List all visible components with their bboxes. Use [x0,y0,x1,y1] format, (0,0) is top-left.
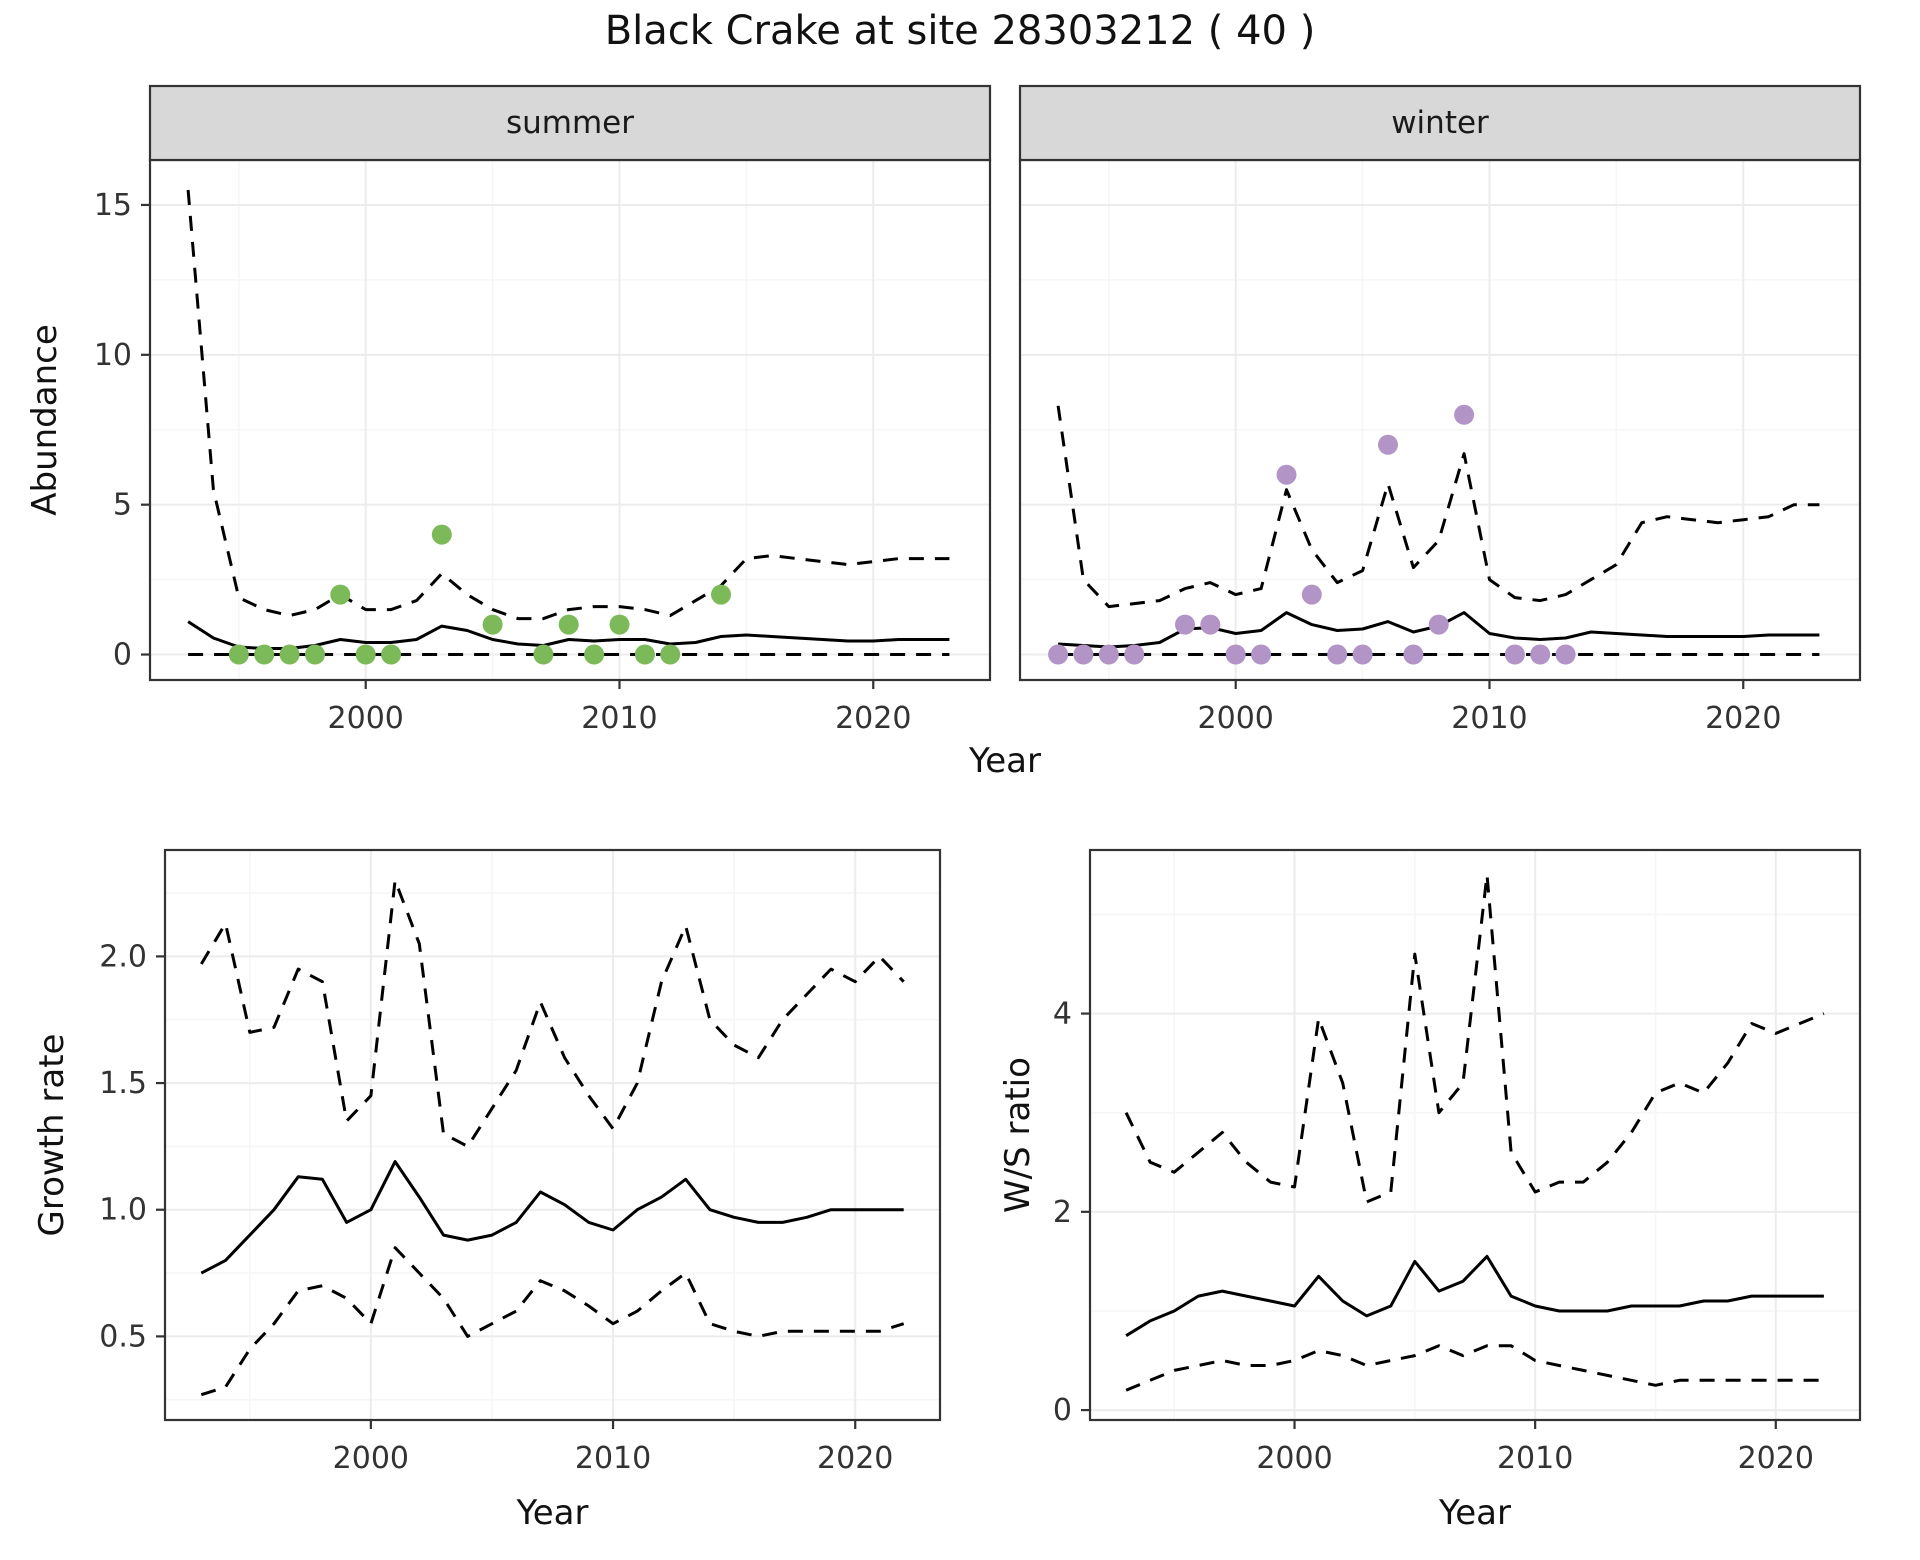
svg-text:2000: 2000 [328,701,404,736]
y-axis-label-growth-rate: Growth rate [32,1033,72,1237]
abundance-chart-svg: 2000 2010 2020 0 5 10 15 2000 2010 2020 [94,84,1862,736]
svg-text:1.5: 1.5 [99,1066,147,1101]
svg-text:5: 5 [113,488,132,523]
svg-text:2: 2 [1053,1195,1072,1230]
svg-text:10: 10 [94,338,132,373]
trend-charts-svg: 2000 2010 2020 0.5 1.0 1.5 2.0 2000 2010 2020 0 2 4 [99,848,1862,1476]
svg-text:0.5: 0.5 [99,1319,147,1354]
x-axis-label-year-ws: Year [1439,1493,1511,1533]
svg-text:2010: 2010 [581,701,657,736]
svg-text:1.0: 1.0 [99,1193,147,1228]
svg-text:2010: 2010 [1451,701,1527,736]
svg-text:2000: 2000 [333,1441,409,1476]
x-axis-label-year-growth: Year [516,1493,589,1533]
facet-strip-summer: summer [505,105,634,141]
x-axis-label-year-top: Year [969,741,1041,781]
svg-text:2.0: 2.0 [99,939,147,974]
svg-text:2020: 2020 [1705,701,1781,736]
page-title: Black Crake at site 28303212 ( 40 ) [604,8,1316,54]
svg-text:2020: 2020 [1738,1441,1814,1476]
svg-text:4: 4 [1053,997,1072,1032]
svg-text:2010: 2010 [575,1441,651,1476]
y-axis-label-abundance: Abundance [25,324,65,516]
facet-strip-winter: winter [1391,105,1489,141]
svg-text:2000: 2000 [1198,701,1274,736]
svg-text:0: 0 [113,638,132,673]
svg-text:2010: 2010 [1497,1441,1573,1476]
svg-text:15: 15 [94,188,132,223]
svg-text:0: 0 [1053,1393,1072,1428]
svg-text:2000: 2000 [1256,1441,1332,1476]
y-axis-label-ws-ratio: W/S ratio [998,1057,1038,1213]
svg-text:2020: 2020 [835,701,911,736]
svg-text:2020: 2020 [817,1441,893,1476]
